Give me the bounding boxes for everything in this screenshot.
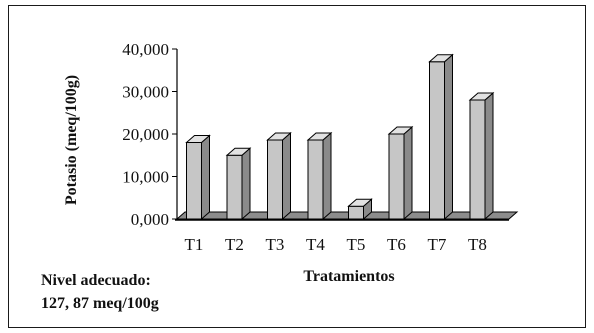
bar [468,91,495,221]
y-tick-label: 30,000 [122,83,169,102]
x-tick-label: T6 [387,235,406,254]
bar-top [266,132,292,141]
bar-side [444,53,453,221]
bar-top [347,198,373,207]
adequate-level-label: Nivel adecuado: [41,272,151,289]
bar-front [388,133,405,220]
bar [185,134,211,221]
bar-front [469,99,486,220]
x-tick-label: T8 [468,235,487,254]
bar-front [429,61,445,220]
y-tick-label: 20,000 [122,125,169,144]
x-axis-title: Tratamientos [303,268,394,285]
bar-front [267,139,283,220]
bar-side [282,131,291,221]
bar [347,198,373,221]
chart-frame: 0,000 10,000 20,000 30,000 40,000 T1 T2 T3 T4 T5… [8,5,586,328]
bar [266,131,292,221]
adequate-level-value: 127, 87 meq/100g [41,295,159,312]
x-tick-label: T7 [428,235,447,254]
y-axis-title: Potasio (meq/100g) [63,75,80,205]
bar-top [185,135,211,143]
bar-top [387,126,414,135]
x-tick-label: T1 [185,235,204,254]
bar-side [201,134,210,221]
bar-front [186,142,202,220]
y-tick-label: 40,000 [122,40,169,59]
y-tick-label: 10,000 [122,168,169,187]
bar-top [428,54,454,63]
bar-top [225,147,252,156]
bar [306,131,333,221]
bar-front [307,139,324,220]
bar [225,147,252,221]
x-tick-label: T2 [225,235,244,254]
bar-front [226,154,243,220]
bar [387,125,414,221]
bar-side [484,91,494,221]
chart-floor [175,211,519,221]
bar-chart: 0,000 10,000 20,000 30,000 40,000 T1 T2 T3 T4 T5… [63,40,519,285]
y-tick-labels: 0,000 10,000 20,000 30,000 40,000 [122,40,177,229]
bar [428,53,454,221]
bar-side [322,131,332,221]
x-tick-labels: T1 T2 T3 T4 T5 T6 T7 T8 [185,235,487,254]
bar-top [468,92,495,101]
x-tick-label: T5 [347,235,366,254]
x-tick-label: T3 [266,235,285,254]
adequate-level-note: Nivel adecuado: 127, 87 meq/100g [41,269,159,315]
bar-top [306,132,333,141]
y-tick-label: 0,000 [131,210,169,229]
bar-side [241,147,251,221]
bars [185,53,495,221]
bar-side [403,125,413,221]
bar-front [348,205,364,220]
x-tick-label: T4 [306,235,325,254]
